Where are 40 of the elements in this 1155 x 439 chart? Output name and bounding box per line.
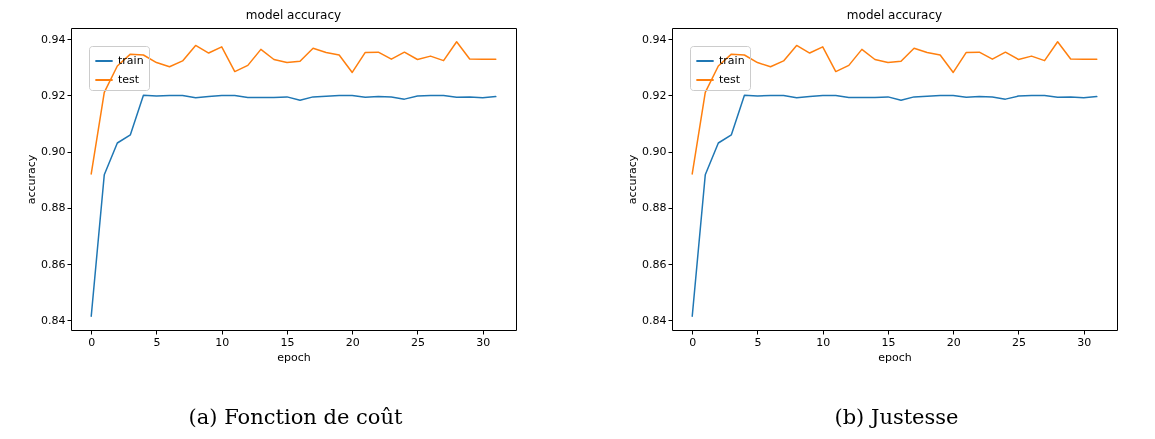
x-tick-label: 10 xyxy=(816,335,831,349)
x-tick-label: 20 xyxy=(345,335,360,349)
line-series xyxy=(691,94,1098,317)
line-series xyxy=(90,41,497,175)
text: (a) Fonction de coût xyxy=(187,405,403,429)
y-axis-title: accuracy xyxy=(25,154,39,205)
text: (b) Justesse xyxy=(833,405,959,429)
y-tick-label: 0.92 xyxy=(41,88,66,102)
legend-label: test xyxy=(118,73,140,86)
y-tick-label: 0.94 xyxy=(642,32,667,46)
y-tick-label: 0.92 xyxy=(642,88,667,102)
y-tick-label: 0.86 xyxy=(642,257,667,271)
legend-label: test xyxy=(719,73,741,86)
y-tick-label: 0.84 xyxy=(642,313,667,327)
x-axis-title: epoch xyxy=(878,350,912,364)
chart-title: model accuracy xyxy=(245,8,342,22)
chart-title: model accuracy xyxy=(846,8,943,22)
x-tick-label: 0 xyxy=(689,335,697,349)
x-tick-label: 30 xyxy=(1077,335,1092,349)
x-tick-label: 10 xyxy=(215,335,230,349)
line-series xyxy=(691,41,1098,175)
y-tick-label: 0.86 xyxy=(41,257,66,271)
x-tick-label: 25 xyxy=(1011,335,1026,349)
x-tick-label: 20 xyxy=(946,335,961,349)
x-tick-label: 25 xyxy=(410,335,425,349)
y-tick-label: 0.94 xyxy=(41,32,66,46)
x-tick-label: 30 xyxy=(476,335,491,349)
y-tick-label: 0.88 xyxy=(642,201,667,215)
y-axis-title: accuracy xyxy=(626,154,640,205)
x-tick-label: 15 xyxy=(280,335,295,349)
x-tick-label: 0 xyxy=(88,335,96,349)
x-tick-label: 15 xyxy=(881,335,896,349)
line-series xyxy=(90,94,497,317)
x-tick-label: 5 xyxy=(754,335,762,349)
x-tick-label: 5 xyxy=(153,335,161,349)
y-tick-label: 0.88 xyxy=(41,201,66,215)
y-tick-label: 0.90 xyxy=(642,145,667,159)
x-axis-title: epoch xyxy=(277,350,311,364)
y-tick-label: 0.84 xyxy=(41,313,66,327)
y-tick-label: 0.90 xyxy=(41,145,66,159)
